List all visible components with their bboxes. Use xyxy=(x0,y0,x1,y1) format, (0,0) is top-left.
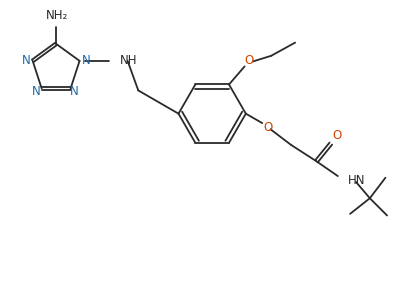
Text: N: N xyxy=(33,85,41,98)
Text: N: N xyxy=(70,85,79,98)
Text: NH₂: NH₂ xyxy=(46,8,68,22)
Text: N: N xyxy=(82,54,91,67)
Text: O: O xyxy=(244,54,254,67)
Text: HN: HN xyxy=(348,174,365,187)
Text: N: N xyxy=(22,54,30,67)
Text: O: O xyxy=(332,129,341,142)
Text: NH: NH xyxy=(119,54,137,67)
Text: O: O xyxy=(263,121,273,134)
